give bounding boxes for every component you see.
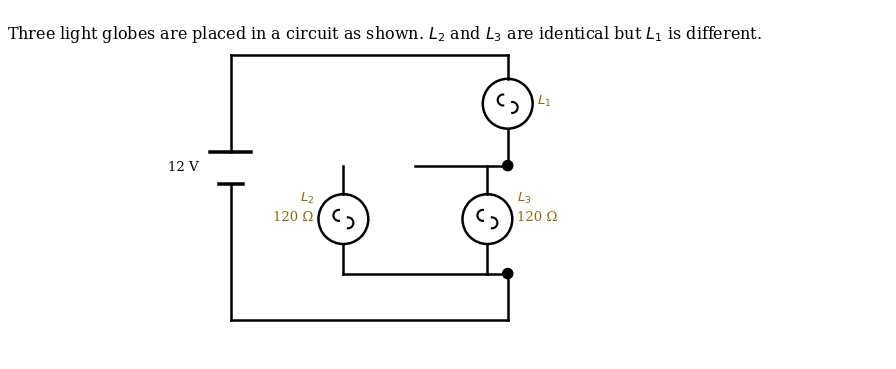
Circle shape xyxy=(503,269,513,279)
Text: 12 V: 12 V xyxy=(168,161,199,175)
Circle shape xyxy=(503,161,513,170)
Text: 120 Ω: 120 Ω xyxy=(273,211,314,224)
Text: Three light globes are placed in a circuit as shown. $L_2$ and $L_3$ are identic: Three light globes are placed in a circu… xyxy=(7,24,762,45)
Text: $L_3$: $L_3$ xyxy=(517,191,531,206)
Text: $L_1$: $L_1$ xyxy=(538,94,552,110)
Text: $L_2$: $L_2$ xyxy=(299,191,314,206)
Text: 120 Ω: 120 Ω xyxy=(517,211,557,224)
